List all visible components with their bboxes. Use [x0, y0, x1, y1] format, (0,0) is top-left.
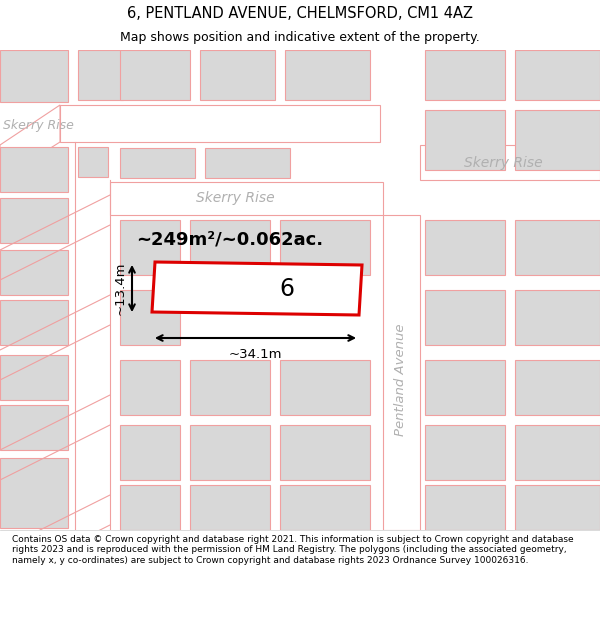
Bar [0, 355, 68, 400]
Text: Skerry Rise: Skerry Rise [196, 191, 274, 205]
Bar [515, 290, 600, 345]
Bar [425, 485, 505, 530]
Text: Contains OS data © Crown copyright and database right 2021. This information is : Contains OS data © Crown copyright and d… [12, 535, 574, 564]
Bar [120, 50, 190, 100]
Bar [78, 50, 123, 100]
Bar [120, 360, 180, 415]
Bar [120, 425, 180, 480]
Text: Skerry Rise: Skerry Rise [464, 156, 542, 170]
Bar [78, 147, 108, 177]
Polygon shape [383, 215, 420, 530]
Bar [190, 425, 270, 480]
Bar [0, 50, 68, 102]
Bar [425, 425, 505, 480]
Bar [425, 360, 505, 415]
Bar [515, 220, 600, 275]
Bar [120, 290, 180, 345]
Bar [515, 110, 600, 170]
Text: Pentland Avenue: Pentland Avenue [395, 324, 407, 436]
Bar [190, 220, 270, 275]
Text: ~13.4m: ~13.4m [114, 262, 127, 315]
Bar [0, 405, 68, 450]
Bar [285, 50, 370, 100]
Bar [0, 198, 68, 243]
Bar [205, 148, 290, 178]
Bar [515, 360, 600, 415]
Polygon shape [0, 105, 60, 180]
Polygon shape [152, 262, 362, 315]
Text: Map shows position and indicative extent of the property.: Map shows position and indicative extent… [120, 31, 480, 44]
Bar [190, 360, 270, 415]
Bar [425, 290, 505, 345]
Bar [0, 250, 68, 295]
Bar [120, 485, 180, 530]
Bar [280, 220, 370, 275]
Polygon shape [60, 105, 380, 142]
Text: Skerry Rise: Skerry Rise [2, 119, 73, 131]
Bar [0, 300, 68, 345]
Bar [190, 485, 270, 530]
Bar [120, 220, 180, 275]
Bar [425, 110, 505, 170]
Text: ~34.1m: ~34.1m [229, 348, 282, 361]
Bar [0, 147, 68, 192]
Bar [515, 50, 600, 100]
Bar [425, 50, 505, 100]
Bar [0, 458, 68, 528]
Bar [120, 148, 195, 178]
Polygon shape [110, 182, 383, 215]
Bar [515, 485, 600, 530]
Bar [200, 50, 275, 100]
Bar [280, 425, 370, 480]
Text: ~249m²/~0.062ac.: ~249m²/~0.062ac. [136, 231, 323, 249]
Bar [515, 425, 600, 480]
Polygon shape [420, 145, 600, 180]
Bar [425, 220, 505, 275]
Text: 6: 6 [280, 276, 295, 301]
Text: 6, PENTLAND AVENUE, CHELMSFORD, CM1 4AZ: 6, PENTLAND AVENUE, CHELMSFORD, CM1 4AZ [127, 6, 473, 21]
Bar [280, 485, 370, 530]
Bar [280, 360, 370, 415]
